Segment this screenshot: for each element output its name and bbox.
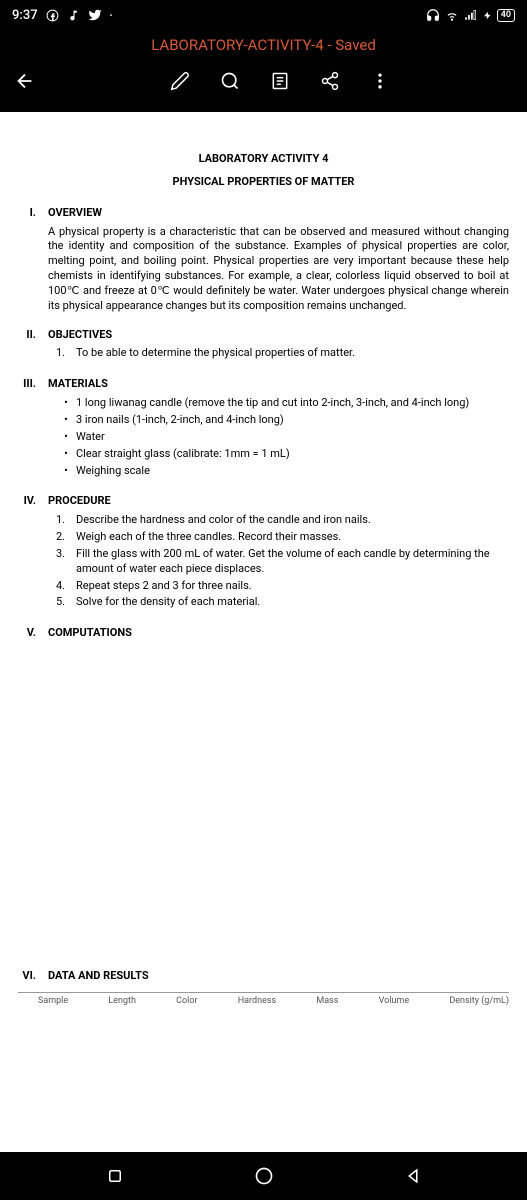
table-header-row: Sample Length Color Hardness Mass Volume… (18, 992, 509, 1007)
section-heading: OVERVIEW (48, 206, 509, 221)
section-heading: MATERIALS (48, 377, 509, 392)
section-data-results: VI. DATA AND RESULTS (18, 969, 509, 988)
section-materials: III. MATERIALS •1 long liwanag candle (r… (18, 377, 509, 480)
procedure-step: 3.Fill the glass with 200 mL of water. G… (56, 547, 509, 577)
section-overview: I. OVERVIEW A physical property is a cha… (18, 206, 509, 314)
section-number: I. (18, 206, 48, 314)
section-number: III. (18, 377, 48, 480)
step-text: Repeat steps 2 and 3 for three nails. (76, 579, 509, 594)
item-text: To be able to determine the physical pro… (76, 346, 509, 361)
more-button[interactable] (369, 70, 391, 92)
section-number: V. (18, 626, 48, 645)
step-number: 4. (56, 579, 76, 594)
objective-item: 1. To be able to determine the physical … (56, 346, 509, 361)
toolbar (0, 70, 527, 102)
section-number: II. (18, 328, 48, 364)
table-col: Mass (316, 995, 338, 1007)
status-right: 40 (426, 8, 515, 22)
section-number: IV. (18, 494, 48, 612)
section-objectives: II. OBJECTIVES 1. To be able to determin… (18, 328, 509, 364)
procedure-step: 4.Repeat steps 2 and 3 for three nails. (56, 579, 509, 594)
wifi-icon (445, 8, 459, 22)
home-button[interactable] (252, 1164, 276, 1188)
android-nav-bar (0, 1152, 527, 1200)
battery-level: 40 (501, 10, 511, 20)
app-header: LABORATORY-ACTIVITY-4 - Saved (0, 30, 527, 112)
facebook-icon (46, 9, 59, 22)
dot-icon: • (110, 11, 113, 20)
material-item: •Water (56, 430, 509, 445)
status-left: 9:37 • (12, 8, 112, 23)
signal-icon (464, 8, 478, 22)
status-bar: 9:37 • 40 (0, 0, 527, 30)
back-button[interactable] (14, 70, 36, 92)
music-icon (67, 9, 80, 22)
section-number: VI. (18, 969, 48, 988)
table-col: Length (108, 995, 136, 1007)
section-heading: COMPUTATIONS (48, 626, 509, 641)
table-col: Volume (379, 995, 409, 1007)
headphones-icon (426, 8, 440, 22)
share-button[interactable] (319, 70, 341, 92)
material-item: •1 long liwanag candle (remove the tip a… (56, 396, 509, 411)
search-button[interactable] (219, 70, 241, 92)
procedure-step: 5.Solve for the density of each material… (56, 595, 509, 610)
table-col: Color (176, 995, 197, 1007)
item-number: 1. (56, 346, 76, 361)
battery-indicator: 40 (497, 9, 515, 22)
item-text: 3 iron nails (1-inch, 2-inch, and 4-inch… (76, 413, 509, 428)
material-item: •3 iron nails (1-inch, 2-inch, and 4-inc… (56, 413, 509, 428)
procedure-step: 1.Describe the hardness and color of the… (56, 513, 509, 528)
material-item: •Clear straight glass (calibrate: 1mm = … (56, 447, 509, 462)
edit-button[interactable] (169, 70, 191, 92)
status-time: 9:37 (12, 8, 38, 23)
reading-view-button[interactable] (269, 70, 291, 92)
step-number: 5. (56, 595, 76, 610)
section-heading: PROCEDURE (48, 494, 509, 509)
item-text: 1 long liwanag candle (remove the tip an… (76, 396, 509, 411)
step-number: 2. (56, 530, 76, 545)
doc-main-title: LABORATORY ACTIVITY 4 (18, 152, 509, 167)
document-page[interactable]: LABORATORY ACTIVITY 4 PHYSICAL PROPERTIE… (0, 112, 527, 1188)
charging-icon (483, 9, 492, 22)
doc-subtitle: PHYSICAL PROPERTIES OF MATTER (18, 175, 509, 190)
step-number: 3. (56, 547, 76, 577)
step-text: Solve for the density of each material. (76, 595, 509, 610)
item-text: Water (76, 430, 509, 445)
blank-space (18, 659, 509, 969)
material-item: •Weighing scale (56, 464, 509, 479)
item-text: Weighing scale (76, 464, 509, 479)
step-text: Fill the glass with 200 mL of water. Get… (76, 547, 509, 577)
step-number: 1. (56, 513, 76, 528)
section-heading: DATA AND RESULTS (48, 969, 509, 984)
step-text: Weigh each of the three candles. Record … (76, 530, 509, 545)
table-col: Density (g/mL) (449, 995, 509, 1007)
overview-text: A physical property is a characteristic … (48, 225, 509, 314)
table-col: Hardness (238, 995, 276, 1007)
item-text: Clear straight glass (calibrate: 1mm = 1… (76, 447, 509, 462)
step-text: Describe the hardness and color of the c… (76, 513, 509, 528)
back-nav-button[interactable] (401, 1164, 425, 1188)
section-procedure: IV. PROCEDURE 1.Describe the hardness an… (18, 494, 509, 612)
recent-apps-button[interactable] (103, 1164, 127, 1188)
document-title: LABORATORY-ACTIVITY-4 - Saved (0, 36, 527, 70)
twitter-icon (88, 8, 102, 22)
section-heading: OBJECTIVES (48, 328, 509, 343)
table-col: Sample (38, 995, 68, 1007)
section-computations: V. COMPUTATIONS (18, 626, 509, 645)
procedure-step: 2.Weigh each of the three candles. Recor… (56, 530, 509, 545)
